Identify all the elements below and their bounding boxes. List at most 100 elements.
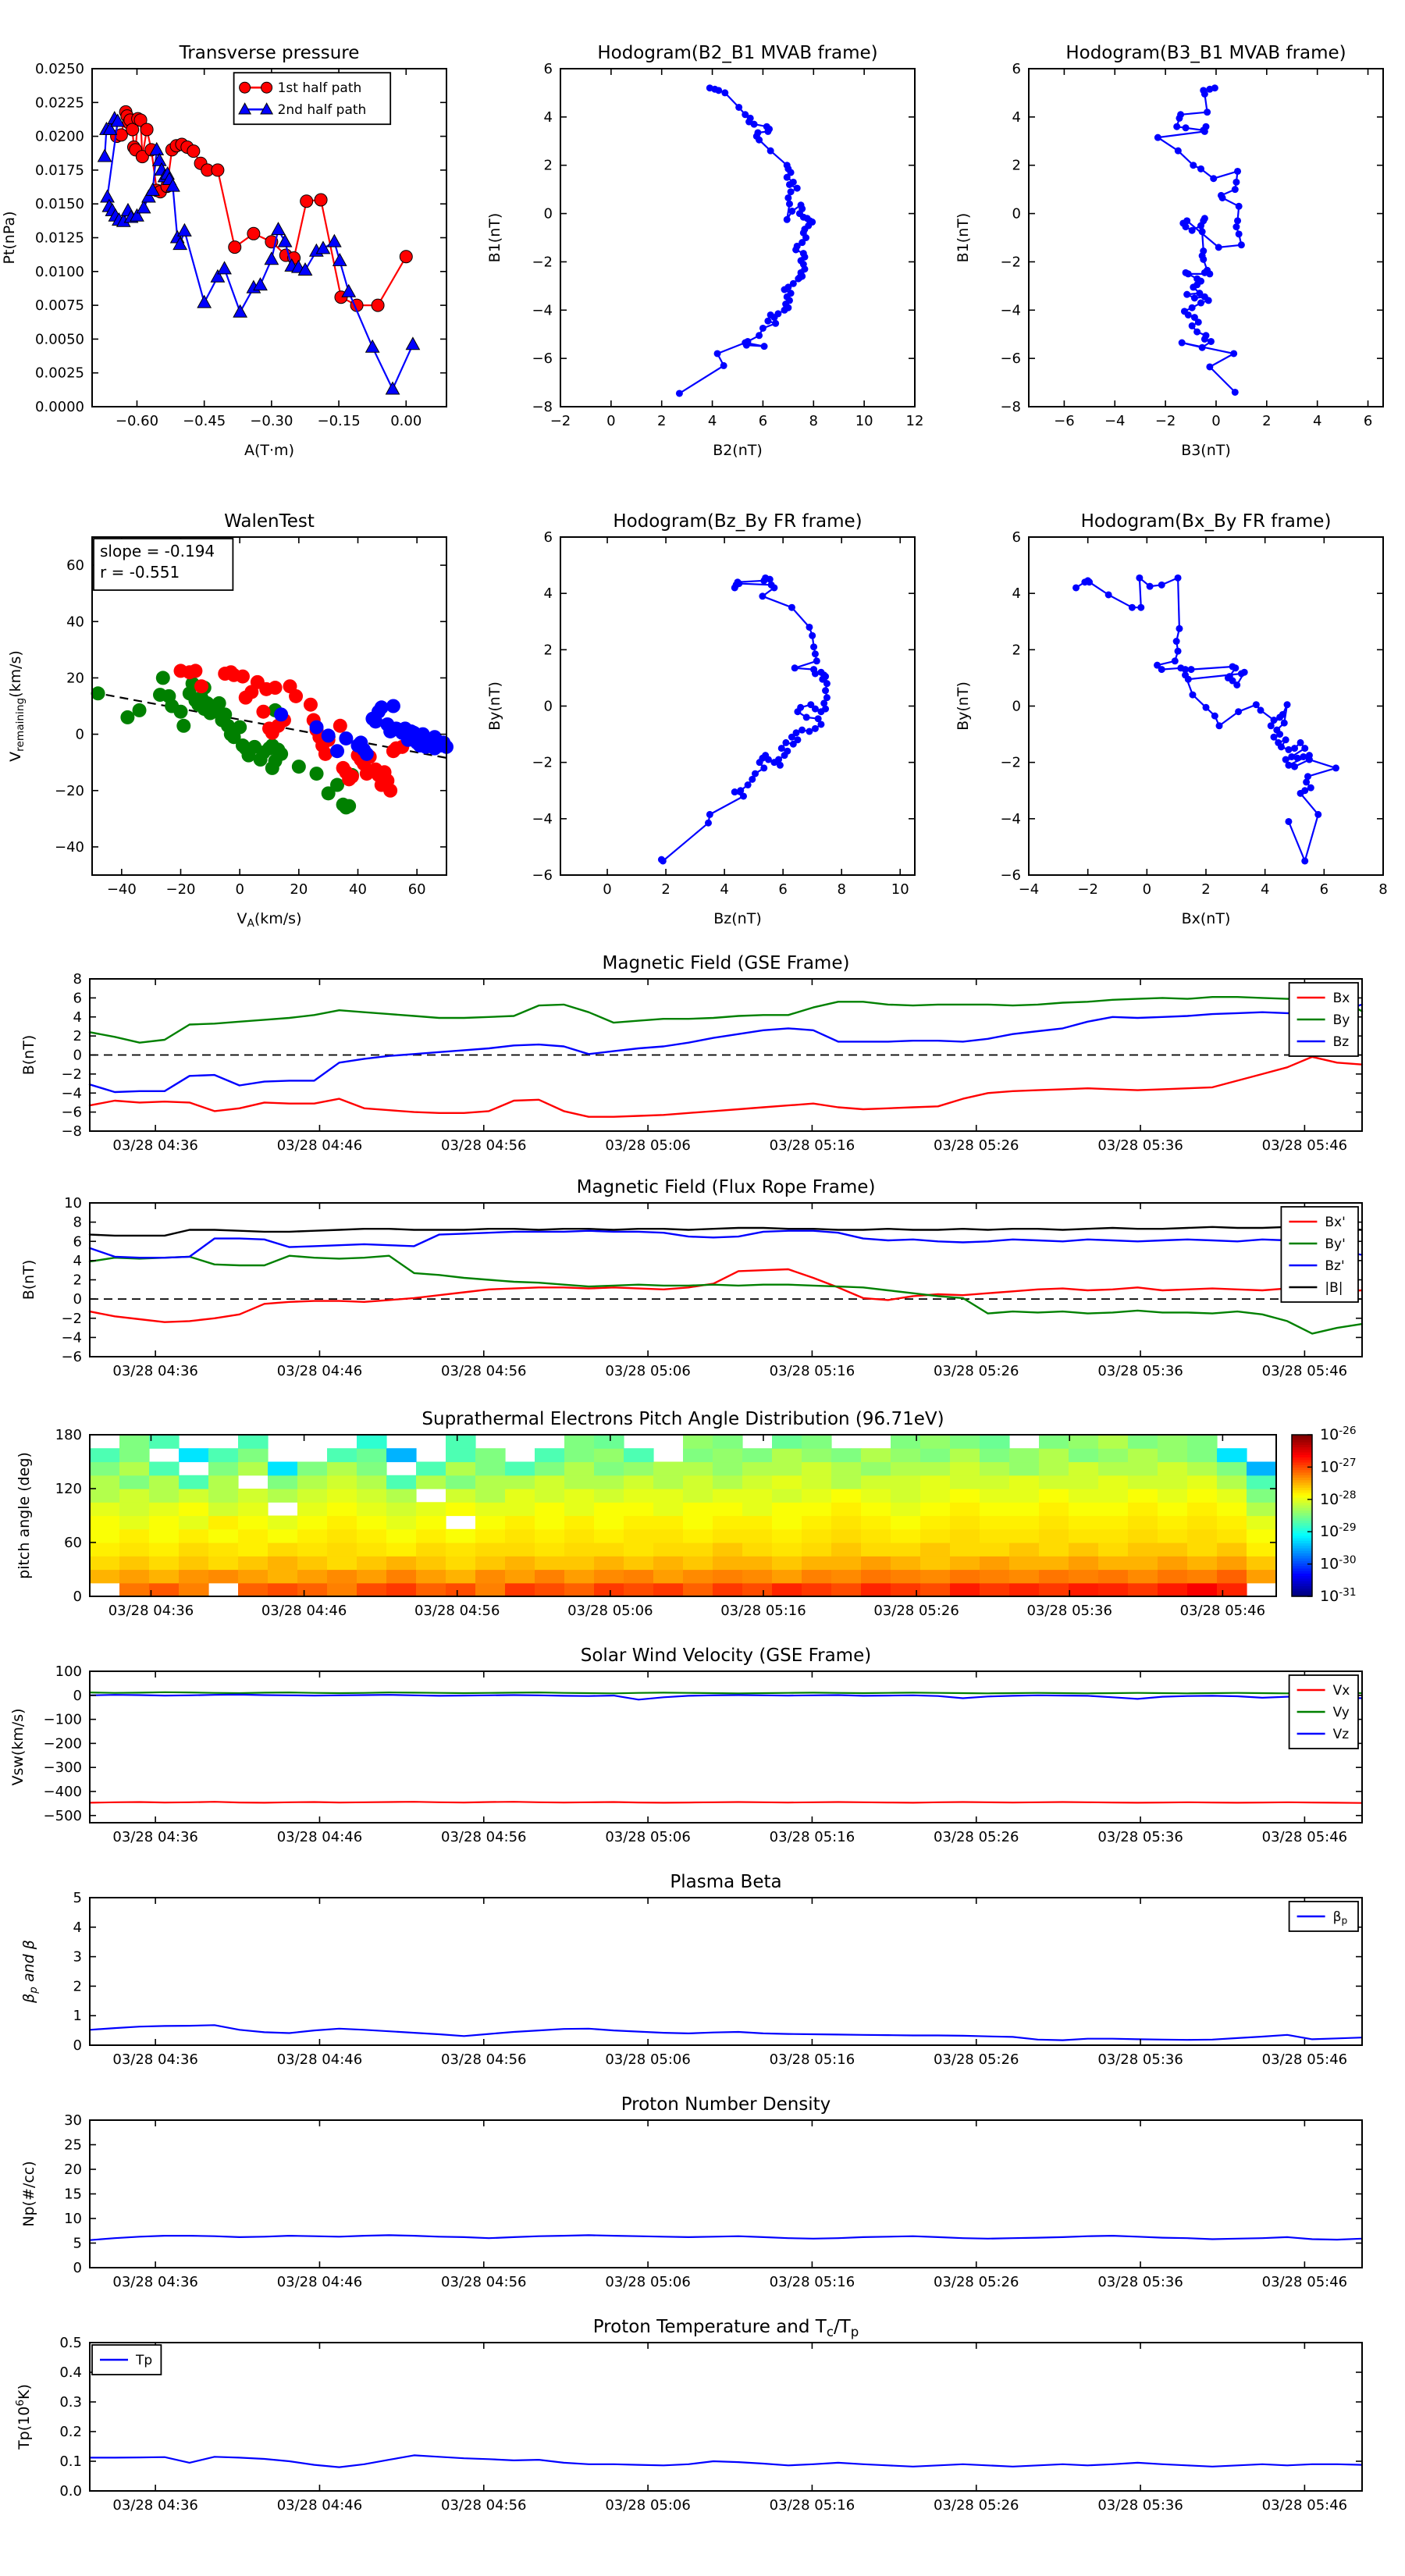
svg-text:0: 0 [235,881,244,898]
svg-text:03/28 04:56: 03/28 04:56 [414,1603,500,1619]
svg-text:|B|: |B| [1325,1280,1343,1296]
svg-text:4: 4 [1012,109,1021,126]
svg-text:0.0125: 0.0125 [35,230,84,247]
svg-text:Hodogram(Bz_By FR frame): Hodogram(Bz_By FR frame) [613,511,862,532]
svg-text:1st half path: 1st half path [278,80,362,96]
svg-text:0: 0 [606,413,615,429]
svg-text:0: 0 [544,699,553,715]
svg-text:03/28 04:46: 03/28 04:46 [277,1363,362,1379]
svg-text:−8: −8 [1000,399,1021,415]
svg-text:−2: −2 [1077,881,1098,898]
panel-magnetic-field-flux-rope: 03/28 04:36 03/28 04:46 03/28 04:56 03/28 0… [0,1172,1405,1402]
svg-text:4: 4 [544,585,553,602]
svg-text:03/28 05:36: 03/28 05:36 [1097,2497,1183,2514]
svg-text:20: 20 [290,881,308,898]
svg-text:6: 6 [1012,61,1021,77]
svg-text:0.00: 0.00 [390,413,422,429]
svg-text:03/28 04:36: 03/28 04:36 [112,2497,197,2514]
svg-text:Bx(nT): Bx(nT) [1182,910,1231,927]
plot-transverse-pressure: −0.60 −0.45 −0.30 −0.15 0.00 0.0000 0.0025 0.00… [0,12,468,481]
svg-text:03/28 04:36: 03/28 04:36 [112,1137,197,1154]
svg-text:Bz(nT): Bz(nT) [713,910,761,927]
svg-text:2: 2 [661,881,670,898]
svg-text:Magnetic Field (GSE Frame): Magnetic Field (GSE Frame) [603,953,850,973]
svg-text:Bx': Bx' [1325,1215,1345,1230]
svg-text:0.5: 0.5 [59,2335,82,2351]
svg-text:0.0050: 0.0050 [35,331,84,347]
svg-text:VA(km/s): VA(km/s) [237,910,302,930]
svg-text:03/28 05:36: 03/28 05:36 [1097,1829,1183,1845]
svg-text:03/28 04:46: 03/28 04:46 [277,1829,362,1845]
panel-proton-number-density: 03/28 04:36 03/28 04:46 03/28 04:56 03/28 0… [0,2089,1405,2311]
svg-text:03/28 05:16: 03/28 05:16 [770,1137,855,1154]
svg-text:Tp: Tp [135,2353,152,2368]
svg-text:03/28 05:36: 03/28 05:36 [1097,2274,1183,2290]
svg-text:Vremaining(km/s): Vremaining(km/s) [7,650,27,762]
svg-text:−2: −2 [61,1066,82,1083]
svg-text:03/28 04:56: 03/28 04:56 [441,1137,526,1154]
svg-text:03/28 04:46: 03/28 04:46 [277,2274,362,2290]
svg-text:Solar Wind Velocity (GSE Frame: Solar Wind Velocity (GSE Frame) [581,1646,871,1666]
svg-text:60: 60 [408,881,426,898]
svg-text:0.0175: 0.0175 [35,162,84,179]
svg-text:Hodogram(B2_B1 MVAB frame): Hodogram(B2_B1 MVAB frame) [597,43,877,63]
svg-text:4: 4 [1261,881,1269,898]
svg-text:Hodogram(Bx_By FR frame): Hodogram(Bx_By FR frame) [1081,511,1332,532]
svg-text:0.0200: 0.0200 [35,129,84,145]
svg-text:B2(nT): B2(nT) [713,442,763,459]
svg-text:−6: −6 [532,867,553,884]
svg-text:0: 0 [1143,881,1151,898]
svg-text:−20: −20 [55,783,84,799]
svg-text:Bx: Bx [1333,991,1350,1006]
svg-text:20: 20 [66,670,84,686]
svg-text:03/28 05:06: 03/28 05:06 [605,2274,690,2290]
svg-text:6: 6 [1012,529,1021,546]
svg-text:60: 60 [66,557,84,574]
svg-text:8: 8 [73,1215,82,1231]
svg-text:r = -0.551: r = -0.551 [100,563,180,582]
svg-text:6: 6 [73,990,82,1006]
svg-text:5: 5 [73,1890,82,1906]
svg-text:0.1: 0.1 [59,2453,82,2470]
svg-text:−40: −40 [107,881,137,898]
svg-text:03/28 04:56: 03/28 04:56 [441,1363,526,1379]
svg-text:03/28 04:46: 03/28 04:46 [277,2051,362,2068]
svg-text:B1(nT): B1(nT) [955,213,972,263]
svg-text:0.0225: 0.0225 [35,94,84,111]
svg-text:03/28 05:46: 03/28 05:46 [1262,1137,1347,1154]
svg-text:Pt(nPa): Pt(nPa) [1,211,18,264]
svg-text:03/28 05:46: 03/28 05:46 [1262,1829,1347,1845]
svg-text:10-30: 10-30 [1320,1553,1357,1572]
svg-text:03/28 05:46: 03/28 05:46 [1262,2051,1347,2068]
svg-text:0: 0 [603,881,611,898]
svg-text:−400: −400 [44,1784,82,1800]
svg-text:−300: −300 [44,1759,82,1776]
svg-text:−2: −2 [1000,755,1021,771]
svg-text:−0.30: −0.30 [250,413,293,429]
svg-text:−2: −2 [1155,413,1176,429]
panel-plasma-beta: 03/28 04:36 03/28 04:46 03/28 04:56 03/28 0… [0,1866,1405,2089]
svg-text:0.0100: 0.0100 [35,264,84,280]
svg-text:0.3: 0.3 [59,2394,82,2411]
svg-text:03/28 05:46: 03/28 05:46 [1262,2497,1347,2514]
svg-text:A(T·m): A(T·m) [244,442,294,459]
svg-text:10: 10 [891,881,909,898]
svg-text:pitch angle (deg): pitch angle (deg) [16,1452,33,1579]
svg-text:03/28 04:36: 03/28 04:36 [112,2274,197,2290]
svg-text:By': By' [1325,1236,1345,1252]
svg-text:10: 10 [64,1195,82,1212]
svg-text:30: 30 [64,2112,82,2129]
svg-text:Bz': Bz' [1325,1258,1344,1274]
svg-text:15: 15 [64,2186,82,2203]
svg-text:03/28 05:06: 03/28 05:06 [605,1363,690,1379]
svg-text:0: 0 [1211,413,1220,429]
svg-text:By(nT): By(nT) [955,681,972,731]
svg-text:0: 0 [73,2037,82,2054]
svg-text:6: 6 [778,881,787,898]
svg-text:03/28 05:46: 03/28 05:46 [1262,1363,1347,1379]
svg-text:2: 2 [1012,158,1021,174]
svg-text:4: 4 [73,1920,82,1936]
svg-text:03/28 05:06: 03/28 05:06 [605,1829,690,1845]
svg-text:03/28 04:46: 03/28 04:46 [277,1137,362,1154]
svg-text:0.0025: 0.0025 [35,365,84,382]
